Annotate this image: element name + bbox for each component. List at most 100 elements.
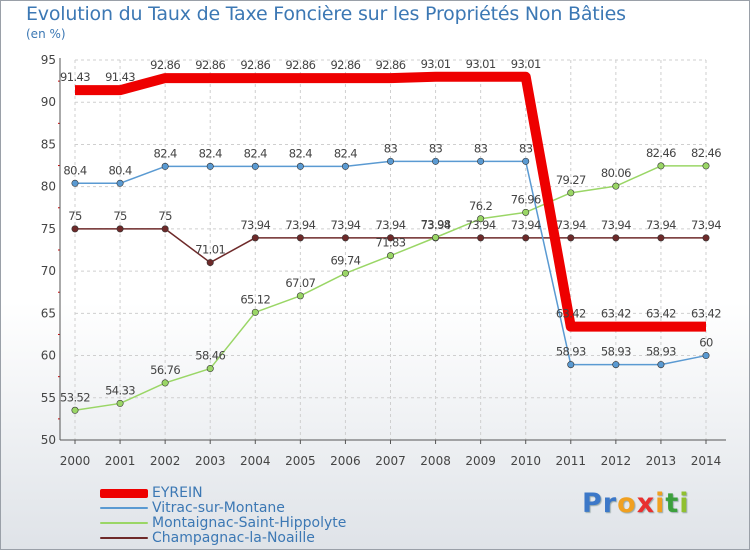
y-tick-label: 55 (41, 391, 56, 405)
data-point (71, 225, 79, 233)
data-label: 71.83 (376, 236, 406, 250)
data-label: 93.01 (466, 57, 496, 71)
y-tick-label: 50 (41, 433, 56, 447)
y-tick-label: 80 (41, 180, 56, 194)
x-tick-label: 2002 (150, 454, 181, 468)
data-label: 73.94 (601, 218, 631, 232)
proxiti-logo: Proxiti (582, 488, 690, 519)
data-label: 83 (384, 141, 398, 155)
data-point (522, 234, 530, 242)
data-label: 93.01 (511, 57, 541, 71)
data-label: 53.52 (60, 390, 90, 404)
data-label: 58.46 (195, 349, 225, 363)
data-label: 73.94 (646, 218, 676, 232)
data-label: 82.4 (289, 146, 312, 160)
legend-item-vitrac: Vitrac-sur-Montane (100, 500, 285, 516)
data-label: 73.94 (466, 218, 496, 232)
logo-letter: r (602, 488, 618, 519)
legend-swatch-eyrein (100, 488, 148, 498)
data-label: 82.4 (154, 146, 177, 160)
data-point (567, 189, 575, 197)
data-label: 75 (68, 209, 82, 223)
logo-letter: i (679, 488, 690, 519)
data-point (71, 179, 79, 187)
y-tick-label: 65 (41, 306, 56, 320)
data-point (522, 157, 530, 165)
data-label: 63.42 (646, 307, 676, 321)
data-point (296, 234, 304, 242)
data-point (71, 406, 79, 414)
data-label: 56.76 (150, 363, 180, 377)
y-tick-label: 70 (41, 264, 56, 278)
axes: 50 55 60 65 70 75 80 85 90 95 2000 2001 2002 2003 2004… (41, 53, 726, 468)
legend-swatch-vitrac (100, 507, 148, 509)
data-label: 63.42 (601, 307, 631, 321)
data-label: 76.96 (511, 192, 541, 206)
data-label: 58.93 (601, 345, 631, 359)
data-label: 71.01 (195, 243, 225, 257)
data-point (206, 365, 214, 373)
data-label: 92.86 (150, 58, 180, 72)
x-tick-label: 2003 (195, 454, 226, 468)
data-label: 63.42 (556, 307, 586, 321)
data-label: 63.42 (691, 307, 721, 321)
line-chart: 50 55 60 65 70 75 80 85 90 95 2000 2001 2002 2003 2004… (41, 53, 726, 468)
x-tick-label: 2001 (105, 454, 136, 468)
data-label: 82.4 (199, 146, 222, 160)
data-point (477, 234, 485, 242)
data-label: 82.4 (334, 146, 357, 160)
data-label: 92.86 (195, 58, 225, 72)
data-label: 79.27 (556, 173, 586, 187)
x-tick-label: 2013 (646, 454, 677, 468)
data-point (206, 162, 214, 170)
logo-letter: P (582, 488, 603, 519)
data-point (116, 225, 124, 233)
data-label: 93.01 (421, 57, 451, 71)
logo-letter: x (636, 488, 656, 519)
data-point (522, 208, 530, 216)
data-point (657, 162, 665, 170)
data-point (432, 157, 440, 165)
series-points (71, 157, 710, 414)
legend-swatch-champagnac (100, 537, 148, 539)
data-label: 73.94 (511, 218, 541, 232)
data-label: 60 (699, 336, 713, 350)
data-label: 54.33 (105, 383, 135, 397)
data-point (386, 252, 394, 260)
data-point (296, 292, 304, 300)
data-label: 76.2 (469, 199, 492, 213)
logo-letter: o (617, 488, 637, 519)
y-tick-label: 85 (41, 137, 56, 151)
data-label: 92.86 (285, 58, 315, 72)
legend-label-vitrac: Vitrac-sur-Montane (152, 500, 285, 516)
series-line-1 (75, 160, 707, 366)
data-point (206, 259, 214, 267)
data-label: 73.94 (330, 218, 360, 232)
series-line-0 (75, 71, 706, 332)
data-label: 69.74 (330, 253, 360, 267)
data-point (341, 269, 349, 277)
x-tick-label: 2008 (420, 454, 451, 468)
data-point (702, 234, 710, 242)
data-label: 80.4 (108, 163, 131, 177)
data-point (612, 361, 620, 369)
data-label: 73.94 (285, 218, 315, 232)
data-point (702, 162, 710, 170)
x-tick-label: 2004 (240, 454, 271, 468)
data-point (116, 399, 124, 407)
data-point (116, 179, 124, 187)
data-point (657, 361, 665, 369)
x-tick-label: 2012 (601, 454, 632, 468)
data-point (251, 234, 259, 242)
legend-label-eyrein: EYREIN (152, 485, 203, 501)
data-label: 73.94 (421, 218, 451, 232)
x-tick-label: 2006 (330, 454, 361, 468)
grid (74, 59, 707, 441)
data-label: 91.43 (60, 70, 90, 84)
data-label: 75 (158, 209, 172, 223)
y-tick-label: 95 (41, 53, 56, 67)
data-point (612, 234, 620, 242)
legend-item-montaignac: Montaignac-Saint-Hippolyte (100, 515, 346, 531)
data-point (477, 215, 485, 223)
